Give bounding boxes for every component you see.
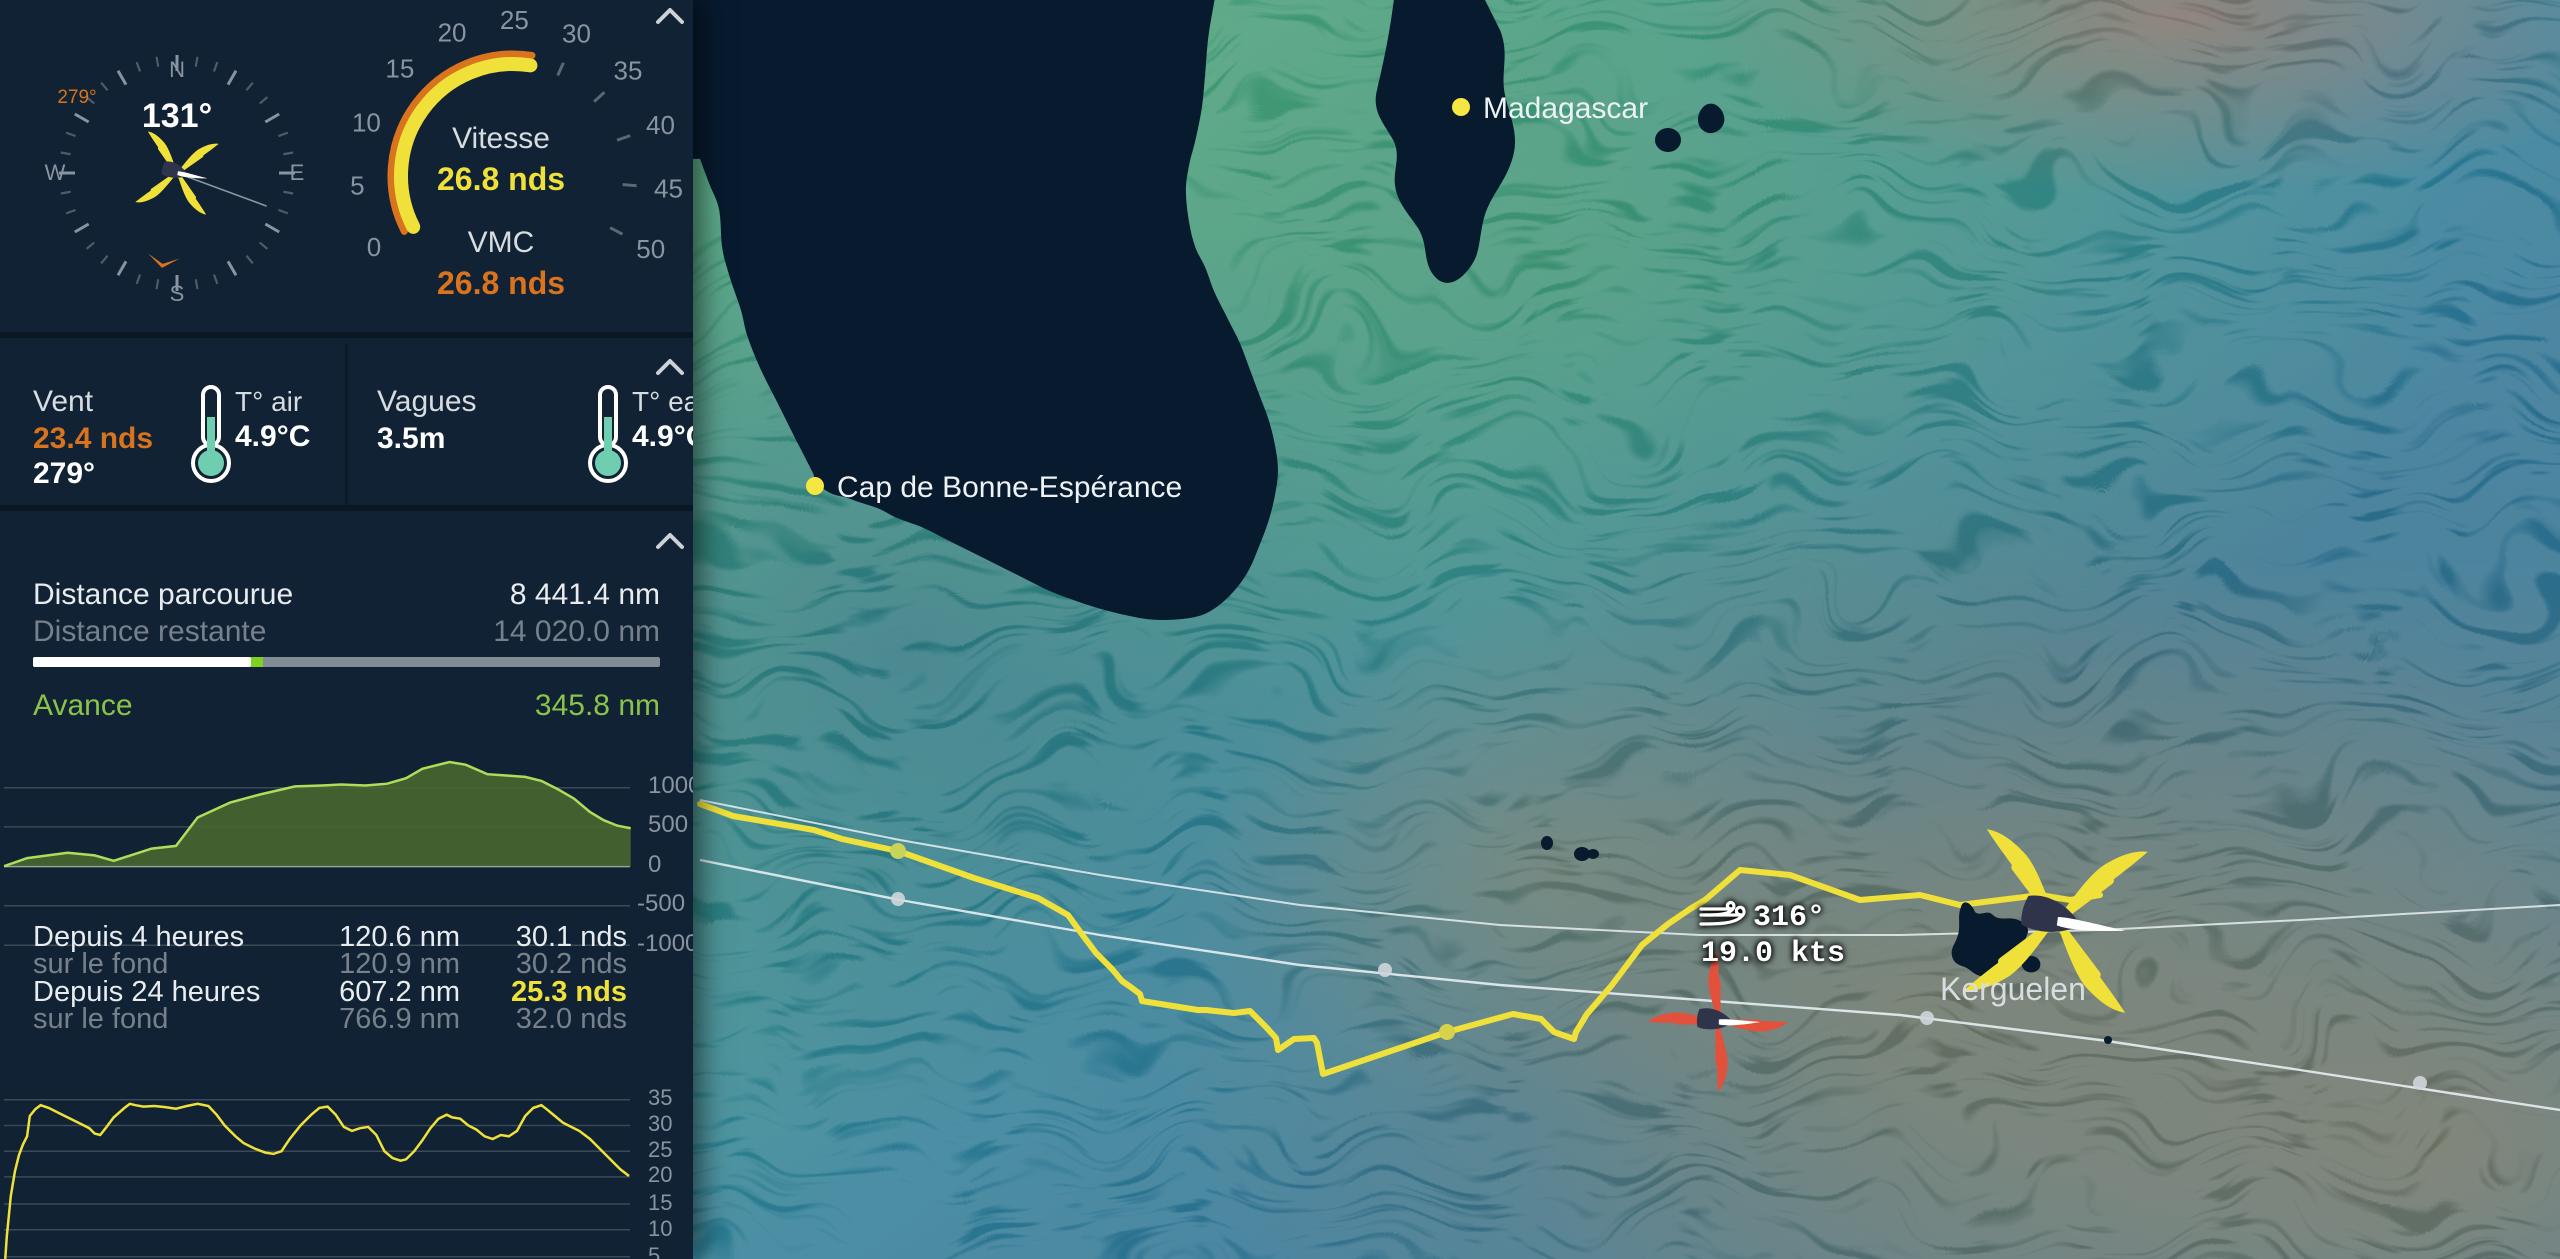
svg-text:Avance: Avance (33, 689, 133, 722)
svg-text:S: S (170, 281, 185, 306)
svg-text:32.0 nds: 32.0 nds (516, 1003, 627, 1035)
svg-text:15: 15 (385, 54, 414, 84)
svg-text:E: E (290, 160, 305, 185)
svg-text:Distance restante: Distance restante (33, 615, 266, 648)
svg-text:5: 5 (350, 171, 364, 201)
svg-text:19.0 kts: 19.0 kts (1701, 937, 1845, 971)
svg-text:4.9°C: 4.9°C (632, 420, 693, 453)
svg-text:26.8 nds: 26.8 nds (437, 161, 565, 197)
svg-text:VMC: VMC (468, 226, 535, 259)
svg-text:5: 5 (648, 1243, 660, 1259)
svg-text:131°: 131° (142, 97, 212, 135)
svg-text:14 020.0 nm: 14 020.0 nm (493, 615, 660, 648)
svg-text:20: 20 (648, 1162, 672, 1187)
svg-text:10: 10 (352, 108, 381, 138)
svg-text:35: 35 (614, 56, 643, 86)
svg-text:30: 30 (562, 18, 591, 48)
svg-text:Vitesse: Vitesse (452, 122, 550, 155)
svg-text:316°: 316° (1753, 901, 1825, 935)
svg-text:40: 40 (646, 110, 675, 140)
svg-text:279°: 279° (57, 87, 96, 108)
svg-text:0: 0 (648, 851, 661, 878)
svg-text:10: 10 (648, 1216, 672, 1241)
svg-text:T° air: T° air (235, 386, 302, 417)
svg-text:35: 35 (648, 1085, 672, 1110)
svg-text:sur le fond: sur le fond (33, 1003, 168, 1035)
svg-text:279°: 279° (33, 457, 95, 490)
svg-text:-500: -500 (637, 890, 685, 917)
svg-text:25: 25 (648, 1137, 672, 1162)
svg-text:45: 45 (654, 173, 683, 203)
svg-text:N: N (169, 57, 185, 82)
svg-text:766.9 nm: 766.9 nm (339, 1003, 460, 1035)
svg-text:Vent: Vent (33, 385, 94, 418)
svg-text:26.8 nds: 26.8 nds (437, 265, 565, 301)
svg-text:Vagues: Vagues (377, 385, 477, 418)
svg-text:1000: 1000 (648, 772, 693, 799)
svg-text:15: 15 (648, 1190, 672, 1215)
svg-text:23.4 nds: 23.4 nds (33, 422, 153, 455)
svg-text:4.9°C: 4.9°C (235, 420, 310, 453)
svg-text:345.8 nm: 345.8 nm (535, 689, 660, 722)
svg-text:T° eau: T° eau (632, 386, 693, 417)
svg-text:Kerguelen: Kerguelen (1940, 971, 2086, 1007)
svg-text:50: 50 (636, 234, 665, 264)
svg-text:-1000: -1000 (637, 930, 693, 957)
svg-text:30: 30 (648, 1111, 672, 1136)
svg-text:Madagascar: Madagascar (1483, 92, 1648, 125)
svg-text:8 441.4 nm: 8 441.4 nm (510, 578, 660, 611)
svg-text:25: 25 (500, 5, 529, 35)
svg-text:W: W (45, 160, 66, 185)
svg-text:0: 0 (367, 232, 381, 262)
svg-text:20: 20 (438, 17, 467, 47)
svg-text:500: 500 (648, 811, 688, 838)
svg-text:3.5m: 3.5m (377, 422, 445, 455)
svg-text:Distance parcourue: Distance parcourue (33, 578, 293, 611)
svg-text:Cap de Bonne-Espérance: Cap de Bonne-Espérance (837, 471, 1182, 504)
